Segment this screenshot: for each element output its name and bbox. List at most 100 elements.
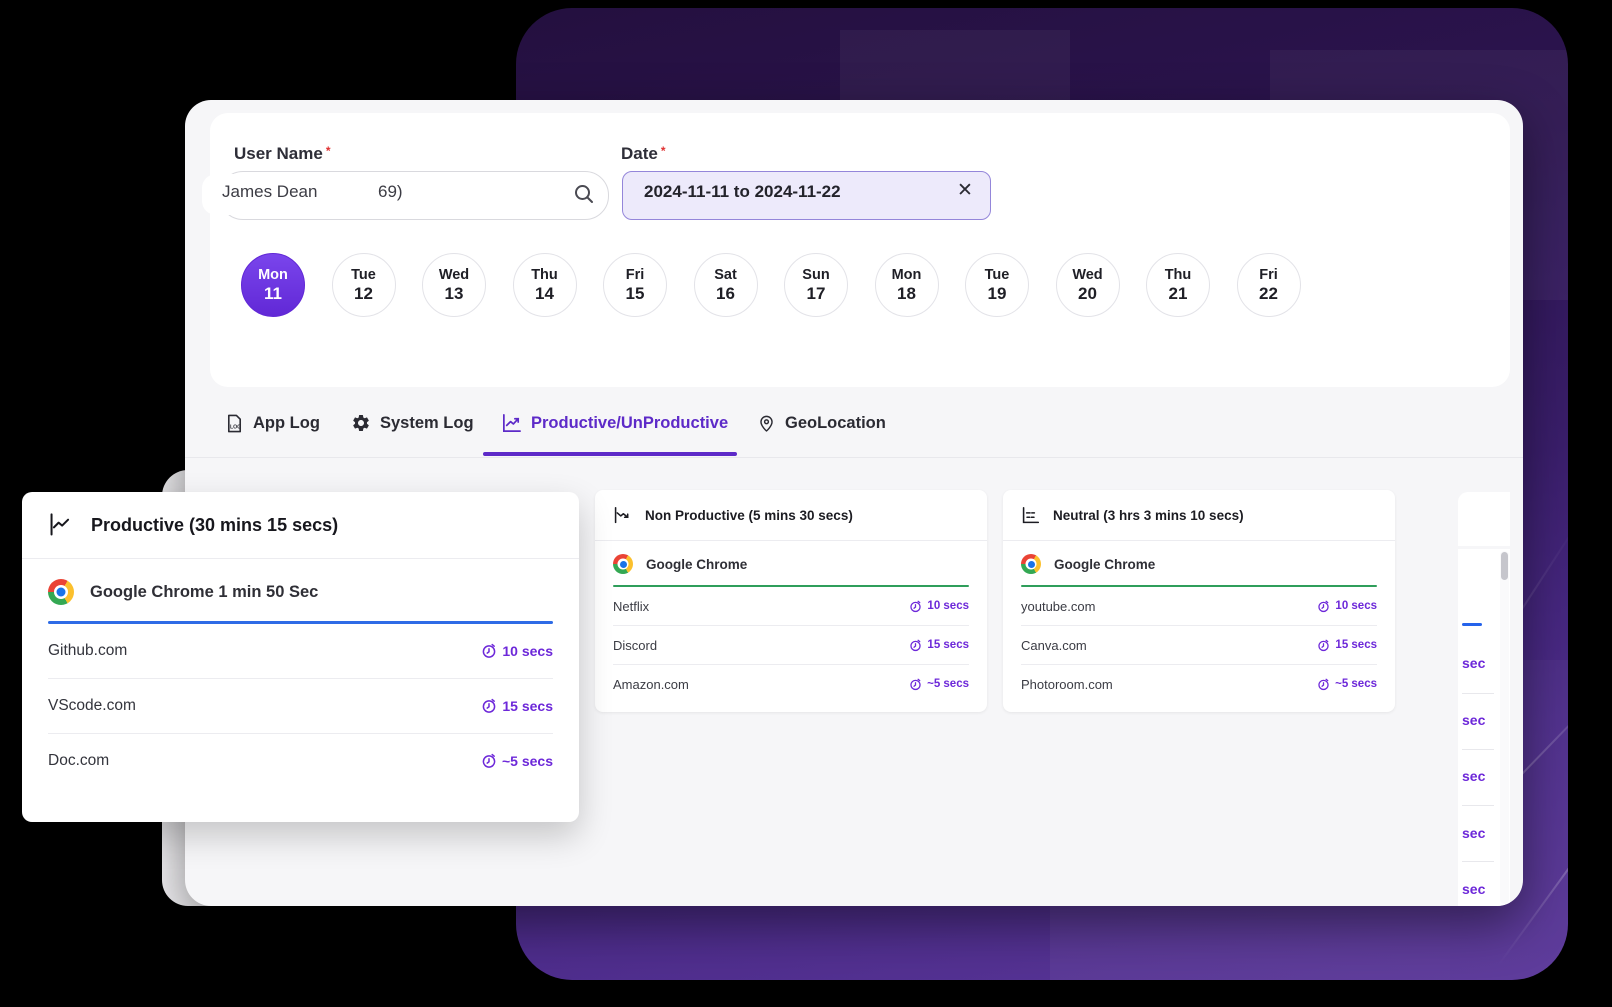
date-pill-wed-13[interactable]: Wed 13 [422, 253, 486, 317]
pill-day: Wed [438, 266, 470, 283]
neutral-header: Neutral (3 hrs 3 mins 10 secs) [1003, 490, 1395, 541]
tab-system-log[interactable]: System Log [351, 408, 474, 438]
site-row[interactable]: Netflix 10 secs [613, 587, 969, 625]
duration-text: 15 secs [927, 639, 969, 651]
date-pill-fri-22[interactable]: Fri 22 [1236, 253, 1301, 317]
duration: ~5 secs [909, 678, 969, 691]
row-divider [613, 664, 969, 665]
date-pill-thu-21[interactable]: Thu 21 [1146, 253, 1210, 317]
chrome-icon [613, 554, 633, 574]
row-divider [1462, 749, 1494, 750]
site-row[interactable]: Doc.com ~5 secs [48, 734, 553, 788]
site-row[interactable]: VScode.com 15 secs [48, 679, 553, 733]
site-rows: Netflix 10 secs Discord 15 secs Amazon.c… [595, 587, 987, 703]
app-name: Google Chrome [1054, 556, 1156, 572]
duration-text: 10 secs [1335, 600, 1377, 612]
site-name: youtube.com [1021, 598, 1096, 614]
app-underline [613, 585, 969, 587]
clock-icon [1318, 639, 1330, 651]
site-name: VScode.com [48, 696, 136, 714]
date-pill-fri-15[interactable]: Fri 15 [603, 253, 667, 317]
scrollbar-thumb[interactable] [1501, 552, 1508, 580]
clear-date-icon[interactable]: ✕ [957, 180, 973, 201]
clock-icon [1318, 678, 1329, 690]
site-row[interactable]: youtube.com 10 secs [1021, 587, 1377, 625]
duration-text: ~5 secs [1335, 678, 1377, 690]
user-name-label-text: User Name [234, 144, 323, 163]
svg-text:LOG: LOG [230, 424, 241, 430]
site-row[interactable]: Canva.com 15 secs [1021, 626, 1377, 664]
partial-card-underline [1462, 623, 1482, 626]
app-row: Google Chrome 1 min 50 Sec [22, 559, 579, 605]
tab-app-log[interactable]: LOG App Log [225, 408, 320, 438]
duration: 15 secs [1317, 639, 1377, 652]
date-range-value[interactable]: 2024-11-11 to 2024-11-22 [644, 182, 841, 201]
site-row[interactable]: Github.com 10 secs [48, 624, 553, 678]
row-divider [1462, 693, 1494, 694]
site-name: Doc.com [48, 751, 110, 769]
site-row[interactable]: Discord 15 secs [613, 626, 969, 664]
non-productive-card: Non Productive (5 mins 30 secs) Google C… [595, 490, 987, 712]
date-pill-tue-19[interactable]: Tue 19 [965, 253, 1029, 317]
pill-day: Wed [1072, 266, 1103, 283]
pill-num: 11 [264, 283, 282, 303]
partial-row: sec [1462, 655, 1486, 671]
pill-num: 17 [806, 283, 826, 303]
date-label-text: Date [621, 144, 658, 163]
clock-icon [910, 600, 922, 612]
pill-day: Sat [714, 266, 737, 283]
required-asterisk: * [325, 144, 331, 158]
user-name-overlay [202, 174, 352, 215]
date-pill-tue-12[interactable]: Tue 12 [331, 253, 396, 317]
duration-text: ~5 secs [927, 678, 969, 690]
date-pill-sat-16[interactable]: Sat 16 [693, 253, 758, 317]
pill-day: Sun [802, 266, 830, 283]
site-row[interactable]: Amazon.com ~5 secs [613, 665, 969, 703]
app-row: Google Chrome [595, 541, 987, 574]
card-title: Neutral (3 hrs 3 mins 10 secs) [1053, 507, 1244, 523]
row-divider [1462, 861, 1494, 862]
date-range-input[interactable] [622, 171, 991, 220]
duration: 15 secs [481, 698, 553, 714]
filters-card [210, 113, 1510, 387]
app-log-icon: LOG [227, 414, 241, 432]
site-name: Netflix [613, 598, 650, 614]
site-row[interactable]: Photoroom.com ~5 secs [1021, 665, 1377, 703]
pill-num: 14 [535, 283, 554, 303]
app-row: Google Chrome [1003, 541, 1395, 574]
tab-label: GeoLocation [785, 413, 886, 432]
pill-day: Mon [891, 266, 922, 283]
tab-geolocation[interactable]: GeoLocation [757, 408, 886, 438]
row-divider [613, 625, 969, 626]
clock-icon [1318, 600, 1330, 612]
tab-productive-unproductive[interactable]: Productive/UnProductive [501, 408, 728, 438]
partial-row: sec [1462, 881, 1486, 897]
scrollbar-track[interactable] [1500, 551, 1509, 904]
date-pill-thu-14[interactable]: Thu 14 [512, 253, 577, 317]
date-pill-mon-11[interactable]: Mon 11 [241, 253, 305, 317]
site-rows: youtube.com 10 secs Canva.com 15 secs Ph… [1003, 587, 1395, 703]
date-label: Date * [621, 144, 666, 164]
partial-row: sec [1462, 712, 1486, 728]
pill-num: 13 [444, 283, 464, 303]
productive-header: Productive (30 mins 15 secs) [22, 492, 579, 559]
date-pill-sun-17[interactable]: Sun 17 [784, 253, 848, 317]
duration-text: 15 secs [502, 697, 553, 714]
duration: ~5 secs [1317, 678, 1377, 691]
user-name-value[interactable]: James Dean [222, 182, 318, 201]
pill-day: Mon [258, 266, 288, 283]
active-tab-underline [483, 452, 737, 456]
date-pill-wed-20[interactable]: Wed 20 [1055, 253, 1120, 317]
duration-text: 15 secs [1335, 639, 1377, 651]
app-name: Google Chrome 1 min 50 Sec [90, 582, 319, 601]
row-divider [1021, 664, 1377, 665]
clock-icon [482, 753, 496, 768]
app-underline [1021, 585, 1377, 587]
duration: 10 secs [909, 600, 969, 613]
clock-icon [483, 643, 496, 658]
pill-day: Tue [984, 266, 1010, 283]
pill-day: Fri [625, 266, 645, 283]
date-pill-mon-18[interactable]: Mon 18 [874, 253, 939, 317]
pill-day: Fri [1259, 266, 1278, 283]
search-icon[interactable] [573, 183, 595, 210]
